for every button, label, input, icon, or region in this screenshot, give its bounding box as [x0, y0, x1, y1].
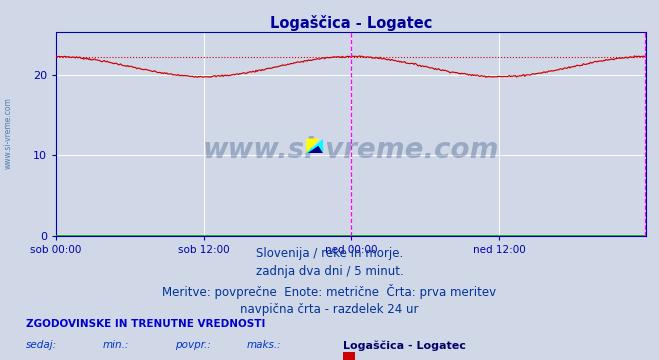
Text: www.si-vreme.com: www.si-vreme.com: [203, 136, 499, 165]
Text: Slovenija / reke in morje.: Slovenija / reke in morje.: [256, 247, 403, 260]
Text: Logaščica - Logatec: Logaščica - Logatec: [343, 340, 465, 351]
Title: Logaščica - Logatec: Logaščica - Logatec: [270, 15, 432, 31]
Text: www.si-vreme.com: www.si-vreme.com: [3, 97, 13, 169]
Text: maks.:: maks.:: [247, 340, 282, 350]
Text: min.:: min.:: [102, 340, 129, 350]
Text: navpična črta - razdelek 24 ur: navpična črta - razdelek 24 ur: [241, 303, 418, 316]
Text: povpr.:: povpr.:: [175, 340, 210, 350]
Text: sedaj:: sedaj:: [26, 340, 57, 350]
Text: Meritve: povprečne  Enote: metrične  Črta: prva meritev: Meritve: povprečne Enote: metrične Črta:…: [162, 284, 497, 299]
Text: ZGODOVINSKE IN TRENUTNE VREDNOSTI: ZGODOVINSKE IN TRENUTNE VREDNOSTI: [26, 319, 266, 329]
Text: zadnja dva dni / 5 minut.: zadnja dva dni / 5 minut.: [256, 265, 403, 278]
